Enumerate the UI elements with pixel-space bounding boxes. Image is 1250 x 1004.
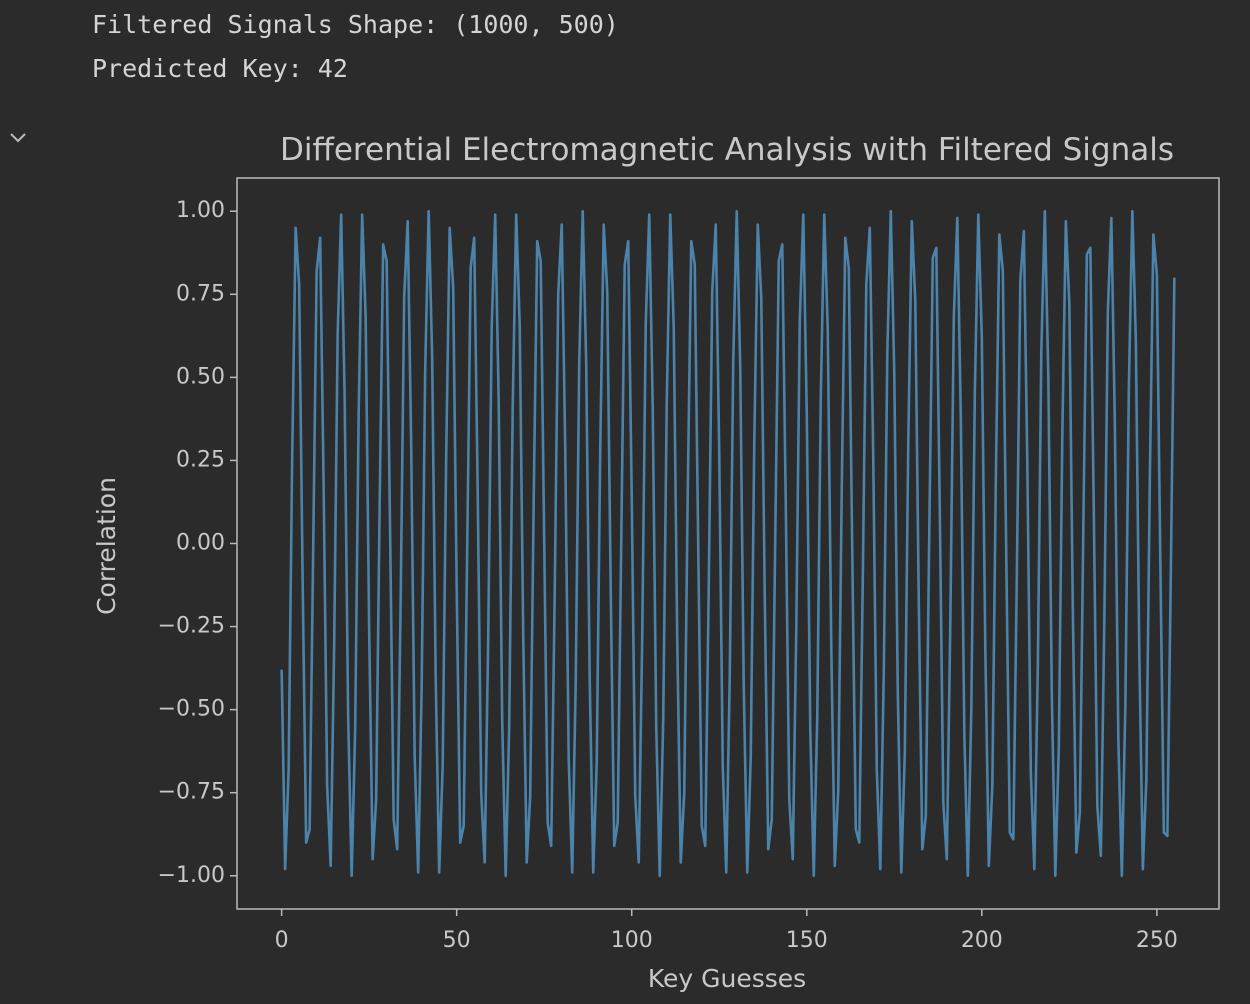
x-tick-label: 200 (961, 928, 1003, 953)
x-tick-label: 100 (611, 928, 653, 953)
data-line (280, 209, 1176, 878)
output-line: Predicted Key: 42 (92, 54, 348, 83)
x-tick-label: 50 (443, 928, 471, 953)
x-tick-label: 0 (275, 928, 289, 953)
collapse-chevron[interactable] (10, 133, 26, 143)
plot: −1.00 −0.75 −0.50 −0.25 0.00 0.25 0.50 0.75 1.00… (158, 177, 1220, 953)
y-tick-label: 1.00 (176, 198, 225, 223)
axes-frame (236, 177, 1220, 910)
y-tick-label: 0.75 (176, 281, 225, 306)
x-tick-label: 250 (1136, 928, 1178, 953)
output-line: Filtered Signals Shape: (1000, 500) (92, 10, 619, 39)
y-tick-label: −0.50 (158, 697, 225, 722)
chart-title: Differential Electromagnetic Analysis wi… (280, 132, 1174, 168)
y-tick-label: −1.00 (158, 863, 225, 888)
x-axis-label: Key Guesses (648, 964, 806, 993)
y-axis-label: Correlation (92, 477, 121, 615)
y-tick-label: −0.75 (158, 780, 225, 805)
x-tick-label: 150 (786, 928, 828, 953)
y-tick-label: 0.00 (176, 531, 225, 556)
y-tick-label: 0.25 (176, 447, 225, 472)
y-tick-label: 0.50 (176, 364, 225, 389)
y-tick-label: −0.25 (158, 614, 225, 639)
